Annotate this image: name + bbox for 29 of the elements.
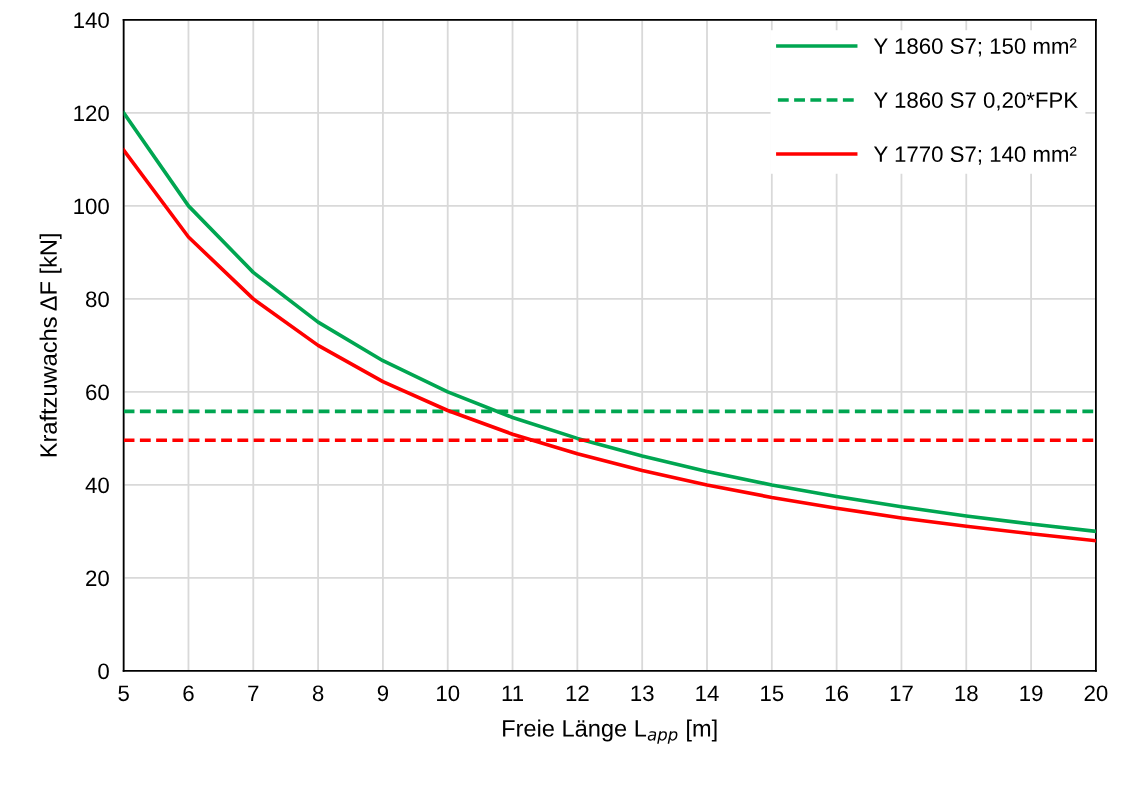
legend-label: Y 1860 S7 0,20*FPK: [873, 92, 1078, 111]
y-tick-label: 20: [86, 570, 109, 587]
x-tick-label: 17: [890, 685, 913, 701]
x-tick-label: 10: [437, 685, 460, 702]
x-tick-label: 5: [118, 685, 129, 702]
x-tick-label: 15: [761, 685, 784, 702]
x-tick-label: 11: [502, 685, 523, 701]
legend-label: Y 1860 S7; 150 mm²: [873, 38, 1077, 57]
x-tick-label: 7: [248, 685, 259, 701]
x-tick-label: 12: [566, 685, 589, 701]
y-tick-label: 40: [85, 477, 109, 494]
x-tick-label: 14: [696, 685, 719, 701]
legend-label: Y 1770 S7; 140 mm²: [873, 146, 1077, 165]
x-tick-label: 13: [631, 685, 654, 702]
y-tick-label: 140: [74, 12, 109, 29]
x-tick-label: 19: [1020, 685, 1043, 702]
y-tick-label: 80: [86, 291, 109, 308]
y-tick-label: 0: [98, 663, 109, 680]
x-tick-label: 8: [312, 685, 324, 702]
x-axis-title: Freie Länge L$_{app}$ [m]: [503, 719, 717, 744]
x-tick-label: 20: [1084, 685, 1108, 702]
y-tick-label: 60: [86, 384, 109, 401]
y-tick-label: 120: [74, 105, 109, 122]
y-axis-title: Kraftzuwachs ΔF [kN]: [39, 234, 62, 457]
x-tick-label: 9: [377, 685, 389, 702]
y-tick-label: 100: [74, 198, 109, 215]
x-tick-label: 18: [955, 685, 978, 702]
x-tick-label: 6: [183, 685, 194, 702]
x-tick-label: 16: [825, 685, 849, 702]
